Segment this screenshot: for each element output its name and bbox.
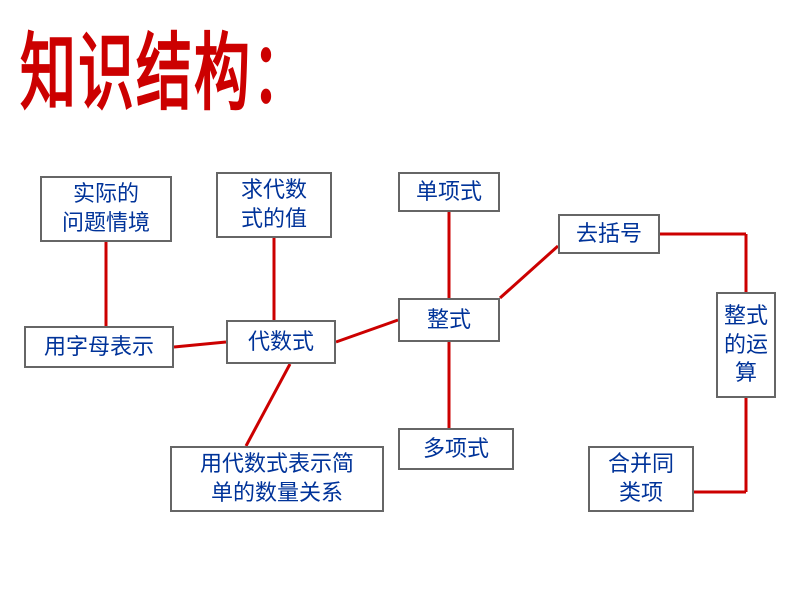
node-label: 合并同类项 bbox=[608, 450, 674, 507]
edge bbox=[246, 364, 290, 446]
node-label: 多项式 bbox=[423, 435, 489, 464]
node-label: 用字母表示 bbox=[44, 333, 154, 362]
node-n5: 用字母表示 bbox=[24, 326, 174, 368]
node-label: 去括号 bbox=[576, 220, 642, 249]
node-n9: 用代数式表示简单的数量关系 bbox=[170, 446, 384, 512]
node-n7: 整式 bbox=[398, 298, 500, 342]
node-n4: 去括号 bbox=[558, 214, 660, 254]
edge bbox=[500, 246, 558, 298]
node-label: 代数式 bbox=[248, 328, 314, 357]
node-label: 用代数式表示简单的数量关系 bbox=[200, 450, 354, 507]
node-n6: 代数式 bbox=[226, 320, 336, 364]
node-label: 实际的问题情境 bbox=[62, 180, 150, 237]
edge bbox=[336, 320, 398, 342]
node-label: 整式 bbox=[427, 306, 471, 335]
node-n8: 整式的运算 bbox=[716, 292, 776, 398]
node-n1: 实际的问题情境 bbox=[40, 176, 172, 242]
diagram-title: 知识结构： bbox=[20, 6, 310, 128]
node-n2: 求代数式的值 bbox=[216, 172, 332, 238]
node-label: 求代数式的值 bbox=[241, 176, 307, 233]
edge bbox=[174, 342, 226, 347]
node-label: 整式的运算 bbox=[724, 302, 768, 388]
node-n11: 合并同类项 bbox=[588, 446, 694, 512]
node-n3: 单项式 bbox=[398, 172, 500, 212]
node-n10: 多项式 bbox=[398, 428, 514, 470]
node-label: 单项式 bbox=[416, 178, 482, 207]
